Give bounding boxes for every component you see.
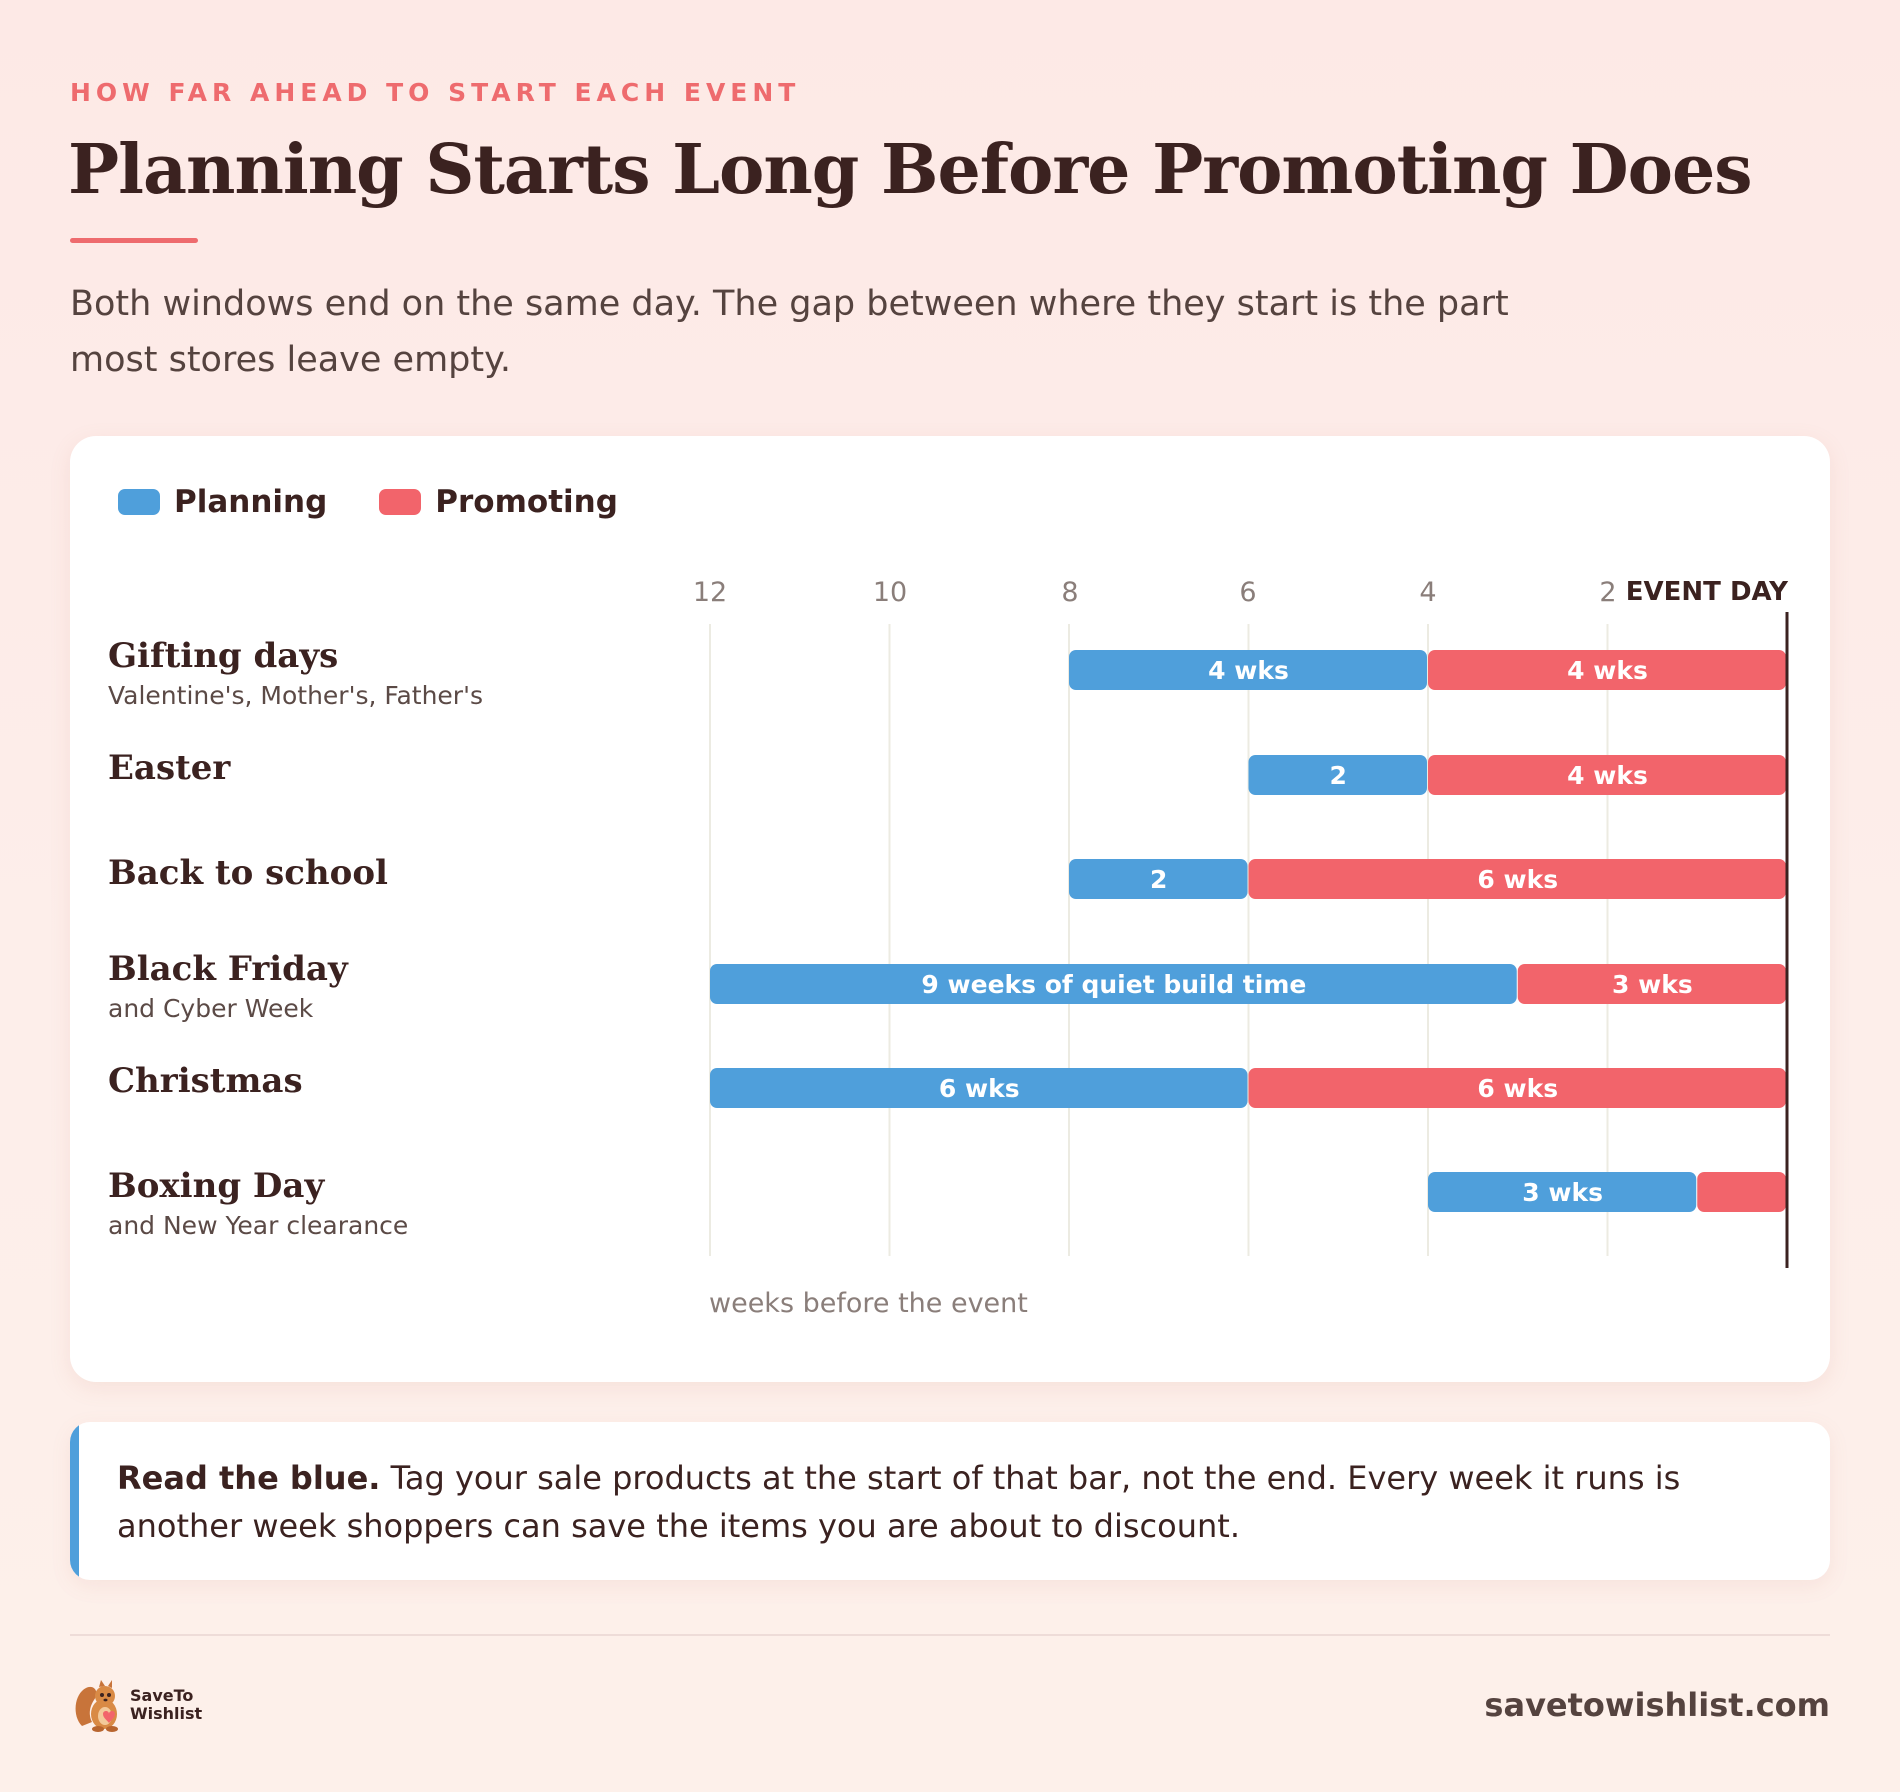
x-tick-label: 10	[872, 577, 908, 608]
x-tick-label: 4	[1419, 577, 1437, 608]
callout-body: Tag your sale products at the start of t…	[117, 1459, 1681, 1545]
bar-data-label: 6 wks	[939, 1074, 1020, 1103]
planning-bar	[1069, 650, 1427, 690]
squirrel-logo-icon	[75, 1680, 118, 1732]
promoting-bar	[1248, 859, 1786, 899]
x-tick-label: 12	[692, 577, 728, 608]
x-tick-label: 2	[1599, 577, 1617, 608]
bar-data-label: 3 wks	[1612, 970, 1693, 999]
bar-data-label: 4 wks	[1567, 761, 1648, 790]
bar-data-label: 2	[1330, 761, 1347, 790]
brand-logo[interactable]: SaveTo Wishlist	[72, 1676, 202, 1734]
logo-line-2: Wishlist	[130, 1704, 203, 1723]
legend-swatch-promoting	[379, 489, 422, 515]
category-name: Christmas	[108, 1061, 303, 1101]
x-axis-title: weeks before the event	[709, 1288, 1028, 1319]
eyebrow-label: HOW FAR AHEAD TO START EACH EVENT	[70, 78, 801, 107]
category-subtitle: Valentine's, Mother's, Father's	[108, 681, 483, 710]
callout-accent-bar	[70, 1422, 79, 1580]
chart-legend: Planning Promoting	[118, 484, 670, 520]
category-name: Easter	[108, 748, 231, 788]
bar-data-label: 6 wks	[1477, 1074, 1558, 1103]
planning-bar	[710, 964, 1517, 1004]
promoting-bar	[1517, 964, 1786, 1004]
category-name: Black Friday	[108, 949, 348, 989]
category-name: Back to school	[108, 853, 388, 893]
category-name: Boxing Day	[108, 1166, 325, 1206]
planning-bar	[1069, 859, 1248, 899]
planning-bar	[710, 1068, 1248, 1108]
bar-data-label: 3 wks	[1522, 1178, 1603, 1207]
callout-box: Read the blue. Tag your sale products at…	[70, 1422, 1830, 1580]
planning-bar	[1428, 1172, 1697, 1212]
logo-wordmark: SaveTo Wishlist	[130, 1687, 202, 1723]
title-underline	[70, 238, 198, 243]
callout-text: Read the blue. Tag your sale products at…	[117, 1454, 1777, 1550]
bar-data-label: 2	[1150, 865, 1167, 894]
legend-label-planning: Planning	[174, 484, 328, 520]
x-tick-label: 6	[1239, 577, 1257, 608]
x-tick-label: 8	[1061, 577, 1079, 608]
category-subtitle: and New Year clearance	[108, 1211, 409, 1240]
bar-data-label: 4 wks	[1567, 656, 1648, 685]
event-day-label: EVENT DAY	[1625, 577, 1788, 607]
promoting-bar	[1428, 755, 1786, 795]
promoting-bar	[1248, 1068, 1786, 1108]
footer-divider	[70, 1634, 1830, 1636]
bar-data-label: 6 wks	[1477, 865, 1558, 894]
category-name: Gifting days	[108, 636, 339, 676]
promoting-bar	[1697, 1172, 1786, 1212]
timeline-plot: 4 wks 4 wks 2 4 wks 2 6 wks 9 weeks of quiet b…	[709, 612, 1789, 1268]
page-title: Planning Starts Long Before Promoting Do…	[68, 130, 1752, 210]
planning-bar	[1248, 755, 1427, 795]
bar-data-label: 9 weeks of quiet build time	[921, 970, 1306, 999]
callout-lead: Read the blue.	[117, 1459, 381, 1497]
bar-data-label: 4 wks	[1208, 656, 1289, 685]
legend-item-promoting: Promoting	[379, 484, 618, 520]
legend-swatch-planning	[118, 489, 160, 515]
category-subtitle: and Cyber Week	[108, 994, 314, 1023]
chart-card: Planning Promoting 12 10 8 6 4 2 EVENT D…	[70, 436, 1830, 1382]
logo-line-1: SaveTo	[130, 1686, 194, 1705]
page-subtitle: Both windows end on the same day. The ga…	[70, 284, 1509, 380]
promoting-bar	[1428, 650, 1786, 690]
site-url[interactable]: savetowishlist.com	[1484, 1686, 1830, 1724]
legend-item-planning: Planning	[118, 484, 327, 520]
legend-label-promoting: Promoting	[435, 484, 618, 520]
